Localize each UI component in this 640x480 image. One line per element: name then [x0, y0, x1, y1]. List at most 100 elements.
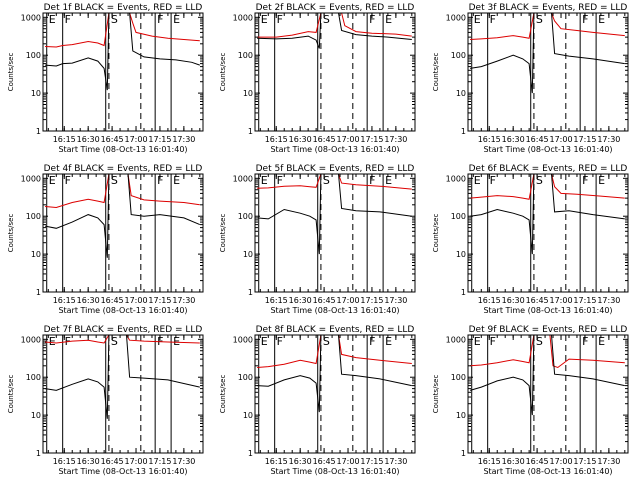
panel-title: Det 5f BLACK = Events, RED = LLD — [256, 164, 415, 174]
marker-label: F — [157, 13, 163, 26]
x-tick-label: 16:15 — [478, 135, 501, 144]
y-tick-label: 1 — [461, 449, 466, 458]
marker-label: E — [49, 13, 56, 26]
marker-label: E — [598, 335, 605, 348]
y-tick-label: 100 — [238, 51, 253, 60]
y-tick-label: 1 — [461, 288, 466, 297]
marker-label: E — [385, 174, 392, 187]
y-tick-label: 10 — [243, 250, 253, 259]
marker-label: E — [474, 174, 481, 187]
y-tick-label: 1000 — [21, 174, 41, 183]
x-tick-label: 17:00 — [336, 457, 359, 466]
marker-label: E — [385, 335, 392, 348]
marker-label: F — [582, 13, 588, 26]
x-tick-label: 17:30 — [384, 135, 407, 144]
x-tick-label: 16:45 — [101, 296, 124, 305]
y-tick-label: 1 — [36, 127, 41, 136]
x-tick-label: 16:30 — [77, 135, 100, 144]
marker-label: E — [261, 335, 268, 348]
events-series-line — [257, 335, 412, 413]
y-tick-label: 10 — [243, 411, 253, 420]
lld-series-line — [470, 335, 625, 369]
x-tick-label: 17:15 — [148, 457, 171, 466]
panel-title: Det 6f BLACK = Events, RED = LLD — [469, 164, 628, 174]
plot-frame — [467, 12, 629, 132]
y-tick-label: 1 — [248, 449, 253, 458]
y-tick-label: 1 — [36, 288, 41, 297]
y-tick-label: 1000 — [446, 335, 466, 344]
x-tick-label: 17:15 — [148, 296, 171, 305]
marker-label: F — [490, 13, 496, 26]
y-axis-label: Counts/sec — [432, 53, 440, 92]
x-tick-label: 17:00 — [336, 296, 359, 305]
y-tick-label: 100 — [451, 51, 466, 60]
y-axis-label: Counts/sec — [7, 375, 15, 414]
x-axis-label: Start Time (08-Oct-13 16:01:40) — [270, 467, 399, 476]
marker-label: F — [157, 174, 163, 187]
panel-title: Det 9f BLACK = Events, RED = LLD — [469, 325, 628, 335]
marker-label: S — [323, 174, 330, 187]
y-tick-label: 1000 — [21, 13, 41, 22]
x-tick-label: 16:15 — [53, 457, 76, 466]
marker-label: E — [385, 13, 392, 26]
y-tick-label: 100 — [26, 212, 41, 221]
marker-label: E — [474, 335, 481, 348]
lld-series-line — [45, 335, 200, 344]
y-axis-label: Counts/sec — [219, 53, 227, 92]
marker-label: E — [261, 174, 268, 187]
marker-label: S — [323, 13, 330, 26]
events-series-line — [45, 13, 200, 91]
marker-label: S — [111, 174, 118, 187]
plot-frame — [467, 173, 629, 293]
y-tick-label: 100 — [451, 373, 466, 382]
y-tick-label: 10 — [243, 89, 253, 98]
x-tick-label: 16:15 — [265, 457, 288, 466]
x-tick-label: 16:30 — [77, 296, 100, 305]
x-tick-label: 16:45 — [101, 135, 124, 144]
x-tick-label: 16:45 — [313, 457, 336, 466]
y-tick-label: 10 — [31, 250, 41, 259]
x-tick-label: 16:30 — [289, 135, 312, 144]
x-tick-label: 17:00 — [124, 457, 147, 466]
lld-series-line — [257, 174, 412, 190]
y-tick-label: 1000 — [233, 174, 253, 183]
y-tick-label: 1 — [248, 127, 253, 136]
x-tick-label: 16:15 — [478, 457, 501, 466]
x-tick-label: 17:15 — [360, 135, 383, 144]
x-axis-label: Start Time (08-Oct-13 16:01:40) — [58, 306, 187, 315]
marker-label: E — [49, 335, 56, 348]
marker-label: F — [369, 335, 375, 348]
lld-series-line — [45, 13, 200, 48]
panel-title: Det 3f BLACK = Events, RED = LLD — [469, 3, 628, 13]
x-tick-label: 16:45 — [101, 457, 124, 466]
marker-label: S — [323, 335, 330, 348]
x-tick-label: 17:30 — [172, 457, 195, 466]
marker-label: S — [536, 13, 543, 26]
marker-label: F — [65, 13, 71, 26]
y-tick-label: 100 — [451, 212, 466, 221]
x-tick-label: 17:00 — [124, 296, 147, 305]
lld-series-line — [45, 174, 200, 209]
panel-title: Det 7f BLACK = Events, RED = LLD — [44, 325, 203, 335]
y-tick-label: 10 — [456, 250, 466, 259]
marker-label: F — [65, 174, 71, 187]
x-tick-label: 16:15 — [53, 135, 76, 144]
x-tick-label: 16:30 — [502, 135, 525, 144]
x-tick-label: 16:15 — [478, 296, 501, 305]
marker-label: F — [277, 13, 283, 26]
plot-frame — [467, 334, 629, 454]
plot-frame — [42, 173, 204, 293]
x-tick-label: 17:15 — [573, 457, 596, 466]
y-tick-label: 1000 — [21, 335, 41, 344]
x-tick-label: 16:15 — [265, 135, 288, 144]
x-axis-label: Start Time (08-Oct-13 16:01:40) — [483, 145, 612, 154]
y-axis-label: Counts/sec — [432, 375, 440, 414]
events-series-line — [469, 335, 625, 416]
events-series-line — [45, 174, 200, 258]
